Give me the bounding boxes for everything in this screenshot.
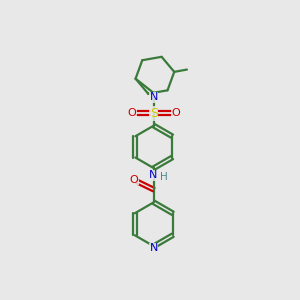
Text: N: N: [150, 243, 158, 253]
Text: H: H: [160, 172, 168, 182]
Text: O: O: [171, 108, 180, 118]
Text: O: O: [128, 108, 136, 118]
Text: S: S: [150, 107, 158, 120]
Text: N: N: [148, 170, 157, 180]
Text: N: N: [150, 92, 158, 102]
Text: O: O: [129, 175, 138, 185]
